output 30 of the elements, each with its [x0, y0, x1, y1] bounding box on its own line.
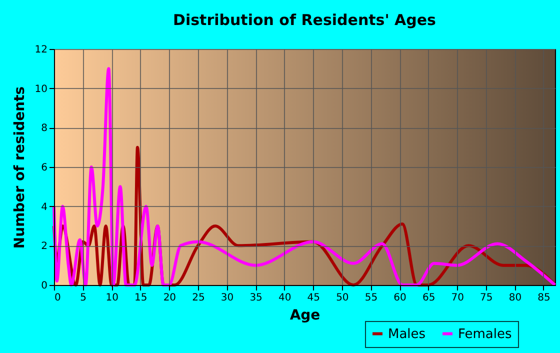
y-tick-label: 6: [41, 162, 48, 174]
x-tick-label: 45: [307, 292, 320, 304]
chart-title: Distribution of Residents' Ages: [173, 11, 436, 29]
x-tick-label: 80: [508, 292, 522, 304]
y-tick-label: 10: [34, 84, 48, 95]
x-tick-label: 75: [480, 292, 493, 304]
x-tick-label: 55: [364, 292, 378, 304]
x-tick-label: 50: [336, 292, 349, 304]
y-tick-label: 4: [41, 202, 48, 213]
x-tick-label: 5: [80, 292, 86, 304]
x-tick-label: 60: [394, 292, 406, 304]
x-tick-label: 30: [220, 292, 234, 304]
y-axis-title: Number of residents: [12, 86, 28, 249]
x-tick-label: 15: [134, 292, 148, 304]
x-tick-label: 40: [278, 292, 292, 304]
x-tick-label: 20: [163, 292, 176, 304]
y-tick-label: 12: [34, 44, 48, 56]
legend-label: Females: [458, 326, 512, 342]
y-tick-label: 8: [41, 123, 48, 134]
x-tick-label: 0: [54, 292, 61, 304]
x-tick-label: 25: [192, 292, 205, 304]
x-axis-title: Age: [290, 308, 320, 324]
x-tick-label: 35: [250, 292, 262, 304]
y-tick-label: 0: [41, 280, 48, 292]
x-tick-label: 85: [538, 292, 550, 304]
legend-label: Males: [388, 326, 426, 342]
y-tick-label: 2: [41, 241, 48, 252]
x-tick-label: 65: [422, 292, 436, 304]
x-tick-label: 70: [451, 292, 464, 304]
x-tick-label: 10: [106, 292, 118, 304]
